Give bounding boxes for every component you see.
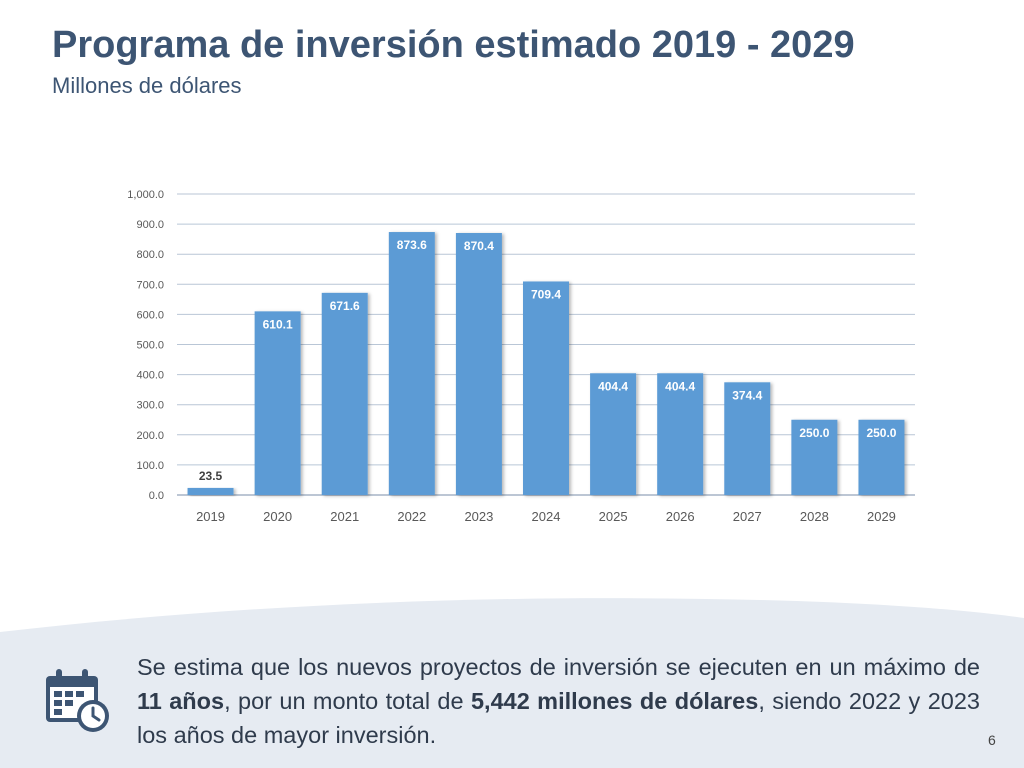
bar-2022 [388,232,435,496]
summary-highlight-years: 11 años [137,688,225,714]
data-label-2026: 404.4 [665,379,695,393]
bar-2023 [455,233,502,496]
data-label-2024: 709.4 [531,287,561,301]
y-tick-label: 200.0 [136,430,164,442]
y-tick-label: 900.0 [136,219,164,231]
x-tick-label-2027: 2027 [733,509,762,524]
page-title: Programa de inversión estimado 2019 - 20… [52,24,855,66]
data-label-2019: 23.5 [199,469,223,483]
x-tick-label-2029: 2029 [867,509,896,524]
summary-text: Se estima que los nuevos proyectos de in… [137,650,980,752]
data-labels: 23.5 610.1 671.6 873.6 870.4 709.4 404.4 404.4 3… [199,238,897,483]
x-tick-label-2028: 2028 [800,509,829,524]
data-label-2027: 374.4 [732,388,762,402]
x-tick-label-2019: 2019 [196,509,225,524]
x-tick-label-2022: 2022 [397,509,426,524]
y-tick-label: 300.0 [136,400,164,412]
y-axis-ticks: 0.0 100.0 200.0 300.0 400.0 500.0 600.0 700.0 80… [127,189,164,502]
summary-text-part-2: , por un monto total de [224,688,471,714]
summary-text-part-1: Se estima que los nuevos proyectos de in… [137,654,980,680]
x-axis-ticks: 2019 2020 2021 2022 2023 2024 2025 2026 2027 2028… [196,509,896,524]
data-label-2029: 250.0 [866,426,896,440]
summary-highlight-amount: 5,442 millones de dólares [470,688,759,714]
data-label-2022: 873.6 [397,238,427,252]
page-number: 6 [988,732,996,748]
footer-band [0,598,1024,768]
page-subtitle: Millones de dólares [52,73,242,98]
x-tick-label-2024: 2024 [532,509,561,524]
summary-text-part-3: , siendo 2022 y 2023 los años de mayor i… [137,688,980,748]
y-tick-label: 400.0 [136,370,164,382]
data-label-2023: 870.4 [464,239,494,253]
bar-2028 [791,419,838,495]
y-tick-label: 100.0 [136,460,164,472]
investment-bar-chart: 0.0 100.0 200.0 300.0 400.0 500.0 600.0 700.0 80… [127,189,915,524]
x-tick-label-2025: 2025 [599,509,628,524]
x-tick-label-2023: 2023 [464,509,493,524]
calendar-clock-icon [46,669,109,732]
y-tick-label: 0.0 [149,490,164,502]
y-tick-label: 800.0 [136,249,164,261]
chart-bars [187,232,905,496]
bar-2024 [523,281,569,495]
bar-2029 [858,419,905,495]
y-tick-label: 700.0 [136,279,164,291]
bar-2020 [254,311,301,495]
bar-2027 [724,382,771,495]
bar-2025 [590,373,637,495]
x-tick-label-2026: 2026 [666,509,695,524]
bar-2019 [187,487,234,495]
x-tick-label-2021: 2021 [330,509,359,524]
data-label-2021: 671.6 [330,299,360,313]
y-tick-label: 1,000.0 [127,189,164,201]
y-tick-label: 500.0 [136,340,164,352]
y-tick-label: 600.0 [136,309,164,321]
x-tick-label-2020: 2020 [263,509,292,524]
data-label-2028: 250.0 [799,426,829,440]
bar-2021 [321,292,368,495]
bar-2026 [657,373,704,495]
data-label-2025: 404.4 [598,379,628,393]
data-label-2020: 610.1 [263,317,293,331]
